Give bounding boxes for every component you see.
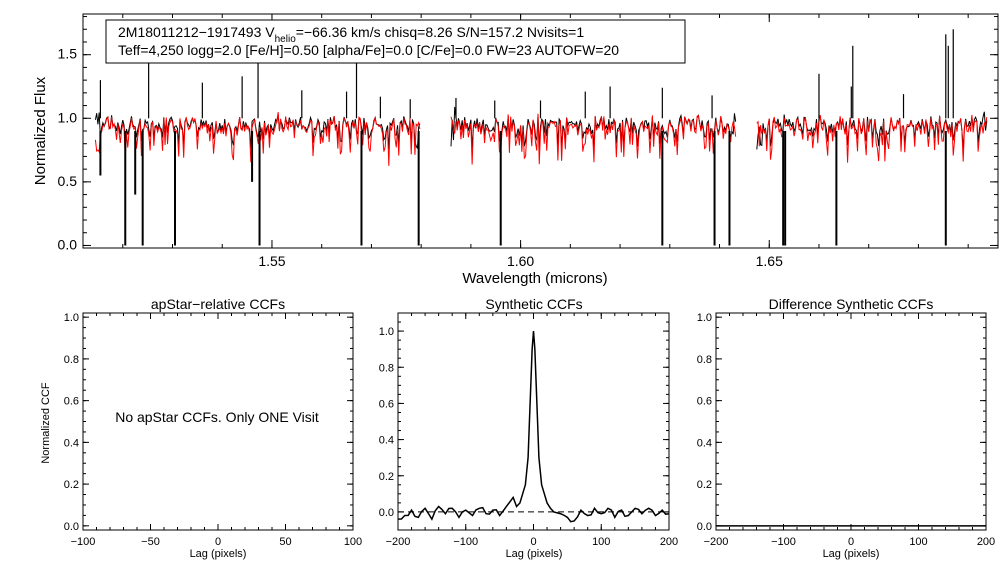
apstar-ccf-panel: −100 −50 0 50 100 0.0 0.2 0.4 0.6 0.8 1.0 apStar−r… — [40, 296, 362, 560]
fit-stats: chisq=8.26 S/N=157.2 Nvisits=1 — [384, 24, 584, 40]
apstar-ccf-x-tick-label: 100 — [344, 536, 362, 548]
apstar-ccf-y-axis-label: Normalized CCF — [40, 382, 52, 464]
apstar-ccf-title: apStar−relative CCFs — [151, 296, 285, 312]
difference-ccf-plot-frame — [715, 312, 987, 531]
difference-ccf-title: Difference Synthetic CCFs — [769, 296, 934, 312]
synthetic-ccf-ticks: −200 −100 0 100 200 0.0 0.2 0.4 0.6 0.8 1.0 — [379, 312, 678, 548]
v-helio-subscript: helio — [275, 34, 297, 45]
apstar-ccf-x-tick-label: −50 — [141, 536, 160, 548]
spectrum-y-tick-label: 1.5 — [58, 46, 78, 62]
synthetic-ccf-y-tick-label: 1.0 — [379, 326, 394, 338]
spectrum-info-box — [105, 19, 686, 64]
spectrum-data — [94, 29, 988, 246]
synthetic-ccf-y-tick-label: 0.2 — [379, 471, 394, 483]
synthetic-ccf-x-tick-label: −100 — [453, 536, 478, 548]
spectrum-x-axis-label: Wavelength (microns) — [462, 270, 607, 287]
difference-ccf-x-tick-label: 200 — [977, 536, 995, 548]
synthetic-ccf-y-tick-label: 0.0 — [379, 507, 394, 519]
apstar-ccf-y-tick-label: 1.0 — [64, 312, 79, 324]
difference-ccf-panel: −200 −100 0 100 200 0.0 0.2 0.4 0.6 0.8 1.0 Differ… — [697, 296, 995, 560]
v-helio-value: =−66.36 km/s — [296, 24, 381, 40]
synthetic-ccf-y-tick-label: 0.4 — [379, 435, 394, 447]
apstar-ccf-x-tick-label: 50 — [279, 536, 291, 548]
spectrum-ticks: 1.55 1.60 1.65 0.0 0.5 1.0 1.5 — [58, 14, 998, 269]
difference-ccf-y-tick-label: 0.4 — [697, 437, 712, 449]
difference-ccf-ticks: −200 −100 0 100 200 0.0 0.2 0.4 0.6 0.8 1.0 — [697, 312, 995, 548]
apstar-ccf-x-tick-label: −100 — [71, 536, 96, 548]
synthetic-ccf-x-tick-label: 100 — [592, 536, 610, 548]
synthetic-ccf-y-tick-label: 0.6 — [379, 398, 394, 410]
difference-ccf-y-tick-label: 1.0 — [697, 312, 712, 324]
synthetic-ccf-curve — [397, 331, 670, 523]
spectrum-y-tick-label: 0.0 — [58, 236, 78, 252]
spectrum-x-tick-label: 1.55 — [258, 253, 285, 269]
difference-ccf-y-tick-label: 0.8 — [697, 354, 712, 366]
difference-ccf-y-tick-label: 0.0 — [697, 521, 712, 533]
synthetic-ccf-x-axis-label: Lag (pixels) — [506, 548, 563, 560]
apstar-ccf-y-tick-label: 0.8 — [64, 354, 79, 366]
synthetic-ccf-x-tick-label: −200 — [386, 536, 411, 548]
difference-ccf-x-tick-label: 100 — [909, 536, 927, 548]
difference-ccf-x-tick-label: −200 — [704, 536, 729, 548]
difference-ccf-y-tick-label: 0.6 — [697, 396, 712, 408]
apstar-ccf-y-tick-label: 0.6 — [64, 396, 79, 408]
synthetic-ccf-data — [397, 331, 670, 523]
spectrum-info-line2: Teff=4,250 logg=2.0 [Fe/H]=0.50 [alpha/F… — [118, 42, 619, 58]
synthetic-ccf-x-tick-label: 200 — [660, 536, 678, 548]
spectrum-x-tick-label: 1.60 — [507, 253, 534, 269]
synthetic-spectrum-chip-2 — [450, 113, 737, 165]
synthetic-ccf-plot-frame — [397, 312, 670, 531]
synthetic-spectrum-chip-3 — [756, 114, 988, 163]
spectrum-x-tick-label: 1.65 — [756, 253, 783, 269]
apstar-ccf-y-tick-label: 0.0 — [64, 521, 79, 533]
spectrum-panel: 1.55 1.60 1.65 0.0 0.5 1.0 1.5 2M18011212−1917… — [32, 13, 999, 287]
synthetic-ccf-x-tick-label: 0 — [530, 536, 536, 548]
synthetic-spectrum-chip-1 — [94, 112, 421, 166]
difference-ccf-x-tick-label: 0 — [848, 536, 854, 548]
apstar-ccf-x-tick-label: 0 — [215, 536, 221, 548]
v-helio-symbol: V — [265, 24, 275, 40]
apstar-ccf-y-tick-label: 0.4 — [64, 437, 79, 449]
spectrum-info-line1: 2M18011212−1917493 Vhelio=−66.36 km/s ch… — [118, 24, 584, 45]
apstar-ccf-annotation: No apStar CCFs. Only ONE Visit — [115, 409, 319, 425]
difference-ccf-x-axis-label: Lag (pixels) — [823, 548, 880, 560]
star-id: 2M18011212−1917493 — [118, 24, 262, 40]
synthetic-ccf-y-tick-label: 0.8 — [379, 362, 394, 374]
apstar-ccf-ticks: −100 −50 0 50 100 0.0 0.2 0.4 0.6 0.8 1.0 — [64, 312, 362, 548]
apstar-ccf-y-tick-label: 0.2 — [64, 479, 79, 491]
difference-ccf-x-tick-label: −100 — [771, 536, 796, 548]
synthetic-ccf-title: Synthetic CCFs — [485, 296, 582, 312]
spectrum-y-tick-label: 0.5 — [58, 173, 78, 189]
synthetic-ccf-panel: −200 −100 0 100 200 0.0 0.2 0.4 0.6 0.8 1.0 Synthe… — [379, 296, 678, 560]
spectrum-y-axis-label: Normalized Flux — [32, 76, 49, 185]
difference-ccf-y-tick-label: 0.2 — [697, 479, 712, 491]
apstar-ccf-x-axis-label: Lag (pixels) — [190, 548, 247, 560]
spectrum-y-tick-label: 1.0 — [58, 109, 78, 125]
